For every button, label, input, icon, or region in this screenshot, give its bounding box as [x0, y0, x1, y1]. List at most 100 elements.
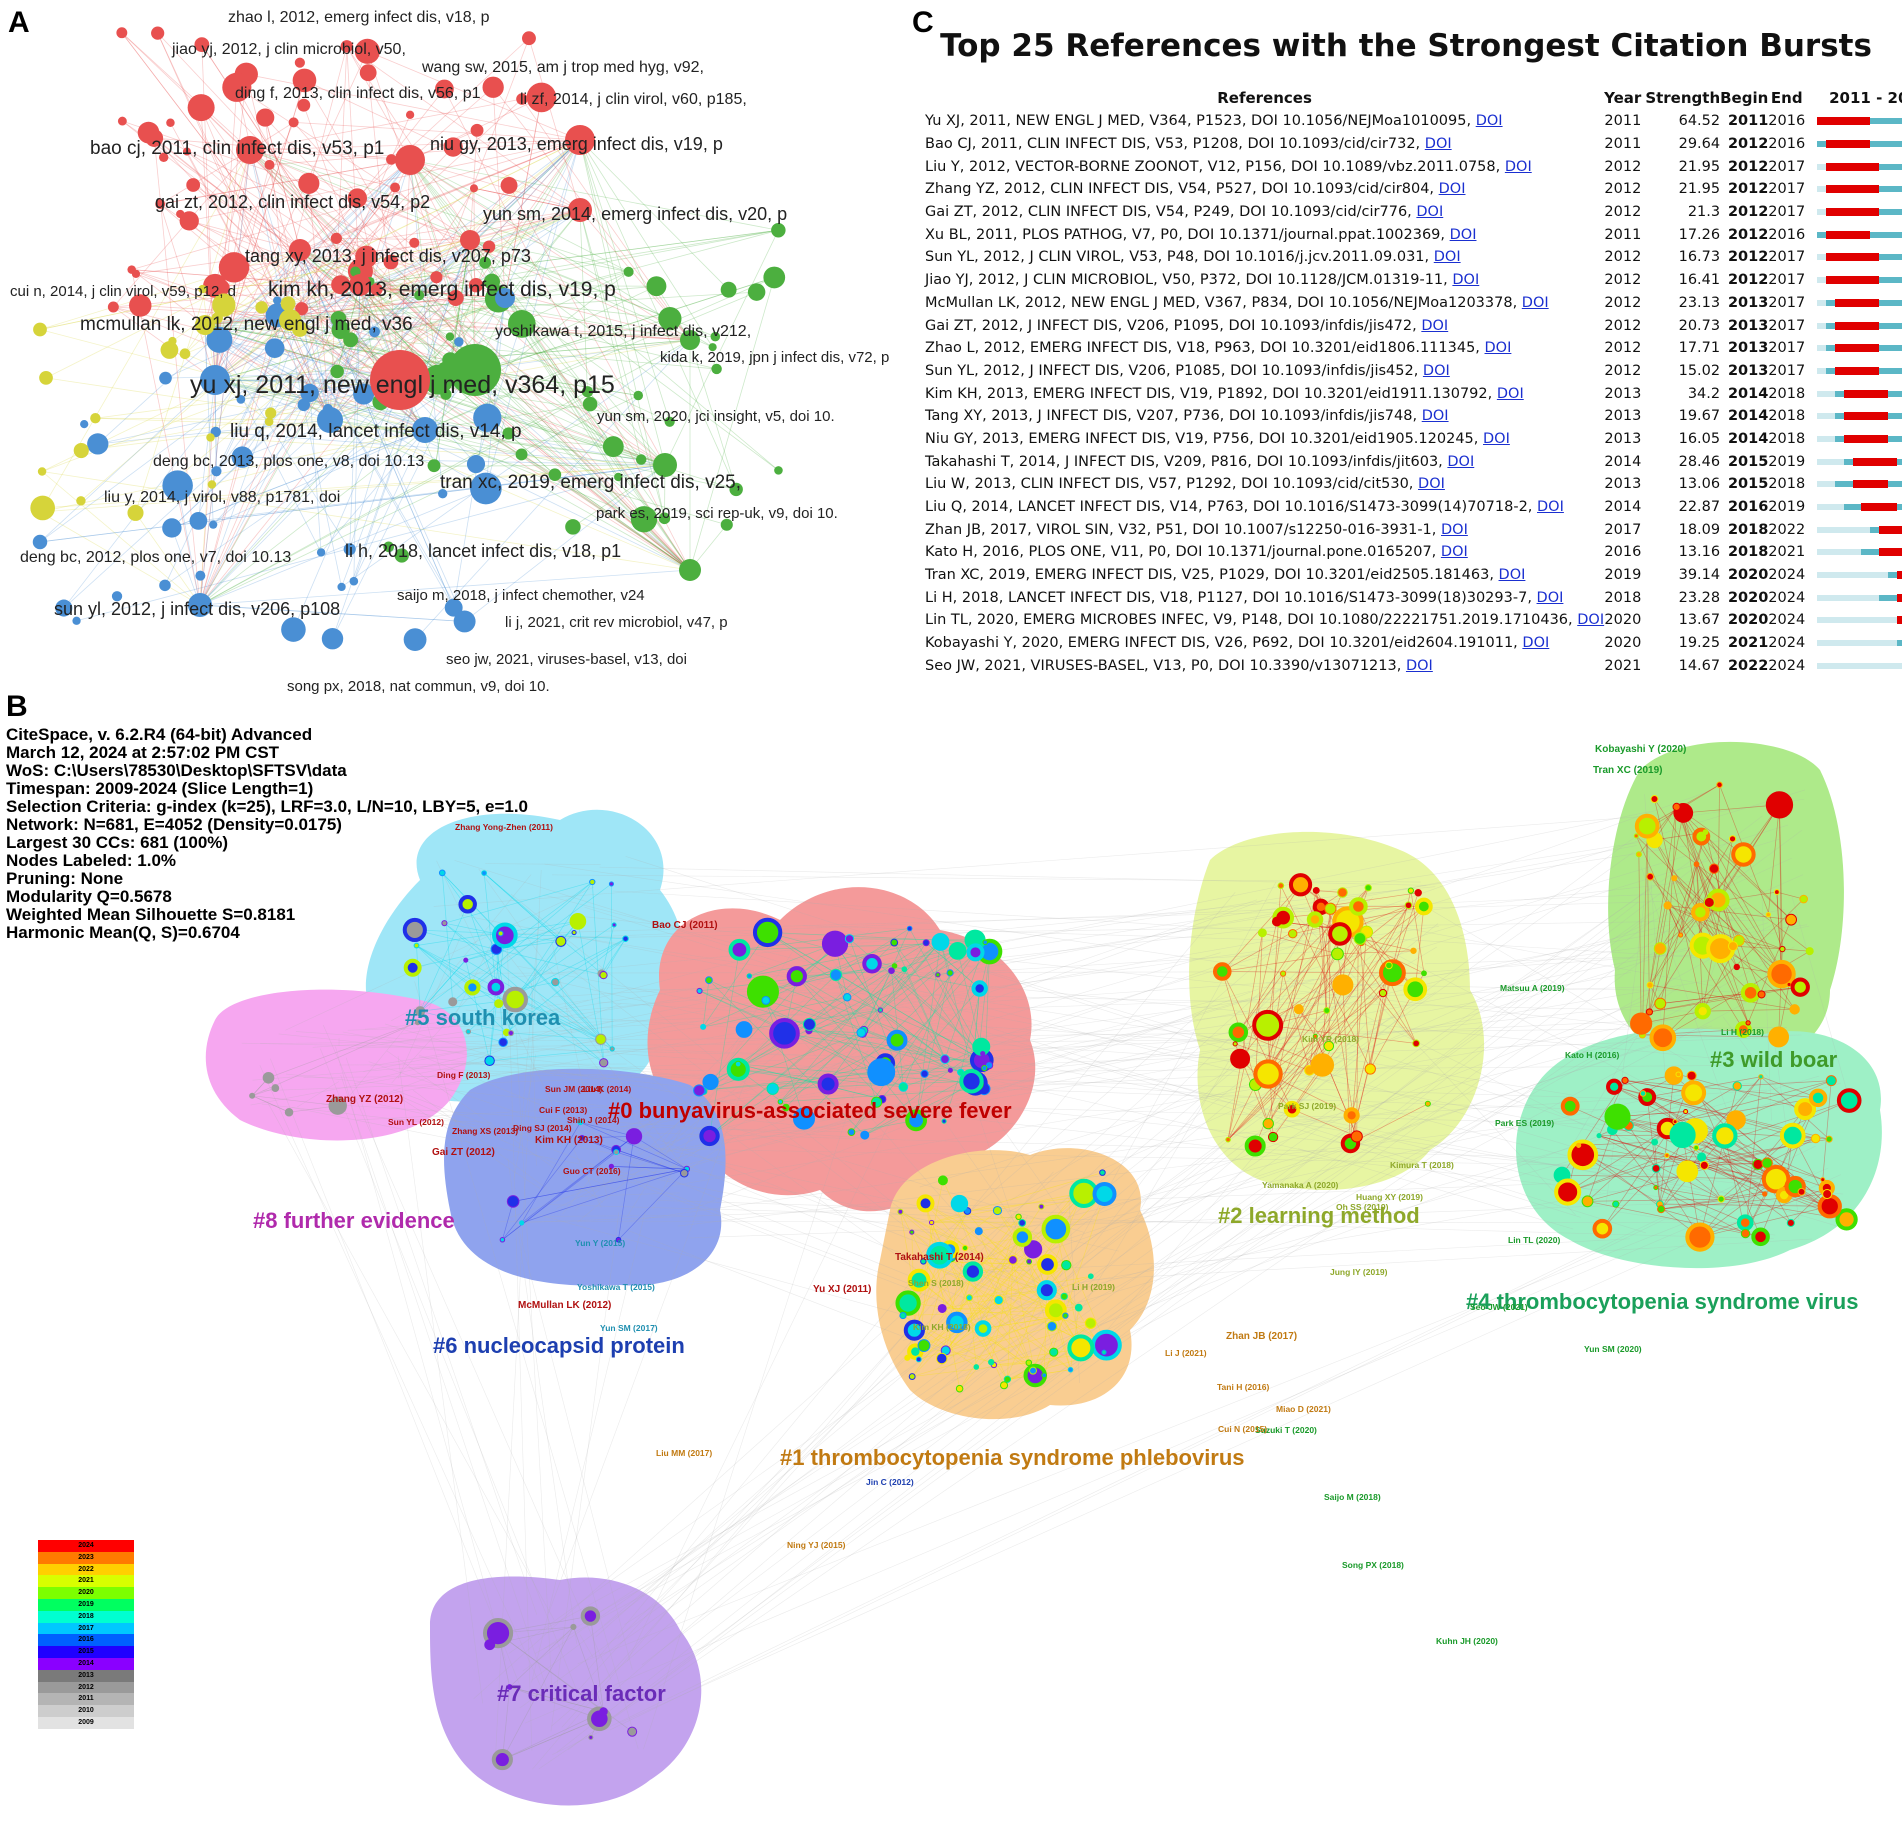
burst-pre-publication	[1817, 640, 1897, 647]
doi-link[interactable]: DOI	[1421, 408, 1449, 425]
network-a-node	[264, 417, 274, 427]
burst-end: 2017	[1768, 181, 1806, 198]
network-a-node	[337, 582, 346, 592]
doi-link[interactable]: DOI	[1424, 136, 1452, 153]
doi-link[interactable]: DOI	[1440, 544, 1468, 561]
burst-strength: 17.71	[1678, 340, 1721, 357]
network-b-node	[1653, 1185, 1659, 1191]
doi-link[interactable]: DOI	[1537, 499, 1564, 516]
burst-strength: 29.64	[1678, 136, 1721, 153]
doi-link[interactable]: DOI	[1422, 362, 1450, 379]
network-a-node	[211, 466, 222, 477]
network-b-edge	[1227, 906, 1425, 1140]
network-a-edge	[171, 239, 471, 529]
network-a-edge	[135, 149, 251, 514]
network-b-edge	[259, 1065, 546, 1697]
burst-end: 2017	[1768, 158, 1806, 175]
burst-reference-text: Bao CJ, 2011, CLIN INFECT DIS, V53, P120…	[925, 136, 1425, 153]
burst-timeline	[1817, 434, 1902, 443]
doi-link[interactable]: DOI	[1416, 204, 1444, 221]
panel-a-cocitation-network: zhao l, 2012, emerg infect dis, v18, p j…	[0, 0, 910, 700]
network-a-edge	[219, 159, 411, 341]
network-b-node	[1310, 1053, 1335, 1077]
network-a-label: yun sm, 2020, jci insight, v5, doi 10.	[597, 408, 835, 425]
network-b-edge	[297, 1081, 340, 1108]
burst-row: Sun YL, 2012, J INFECT DIS, V206, P1085,…	[925, 360, 1902, 383]
network-b-edge	[1638, 854, 1642, 1024]
network-b-edge	[563, 963, 974, 1280]
network-b-edge	[338, 1063, 627, 1066]
network-a-node	[162, 470, 193, 501]
network-b-node	[1581, 1195, 1594, 1208]
network-a-edge	[572, 464, 666, 528]
network-a-node	[658, 512, 671, 525]
network-b-edge	[656, 929, 871, 1155]
network-a-node	[720, 518, 733, 531]
burst-bar-cell	[1805, 292, 1902, 315]
burst-reference: Liu Q, 2014, LANCET INFECT DIS, V14, P76…	[925, 496, 1604, 519]
network-b-edge	[1682, 1134, 1701, 1238]
network-a-edge	[81, 419, 331, 451]
network-a-node	[427, 459, 441, 473]
network-b-node	[1253, 1059, 1283, 1089]
doi-link[interactable]: DOI	[1418, 476, 1445, 493]
network-a-edge	[473, 187, 581, 211]
doi-link[interactable]: DOI	[1498, 567, 1526, 584]
burst-reference: Kim KH, 2013, EMERG INFECT DIS, V19, P18…	[925, 382, 1604, 405]
doi-link[interactable]: DOI	[1421, 317, 1449, 334]
network-b-edge	[1359, 938, 1371, 1070]
network-a-edge	[199, 488, 487, 606]
doi-link[interactable]: DOI	[1483, 430, 1510, 447]
network-b-edge	[1701, 836, 1792, 920]
network-a-edge	[113, 306, 426, 431]
network-a-edge	[587, 391, 666, 466]
doi-link[interactable]: DOI	[1438, 181, 1466, 198]
network-b-node	[821, 930, 849, 957]
network-a-edge	[409, 159, 439, 380]
network-b-node	[502, 986, 528, 1013]
doi-link[interactable]: DOI	[1577, 612, 1605, 629]
doi-link[interactable]: DOI	[1496, 385, 1524, 402]
network-a-node	[298, 172, 320, 194]
network-a-edge	[186, 151, 331, 421]
network-b-node	[611, 922, 617, 928]
network-b-node	[1343, 1107, 1360, 1124]
doi-link[interactable]: DOI	[1475, 113, 1503, 130]
burst-reference-text: Tran XC, 2019, EMERG INFECT DIS, V25, P1…	[925, 567, 1499, 584]
network-b-edge	[295, 1031, 1312, 1102]
network-a-label: bao cj, 2011, clin infect dis, v53, p1	[90, 138, 384, 159]
network-a-node	[623, 266, 634, 277]
network-b-node	[699, 1125, 720, 1147]
network-b-edge	[827, 942, 927, 1085]
burst-year: 2013	[1604, 408, 1642, 425]
doi-link[interactable]: DOI	[1433, 249, 1461, 266]
network-b-edge	[454, 860, 1647, 1234]
network-b-edge	[929, 953, 1844, 1229]
network-b-node	[897, 1208, 904, 1215]
network-b-node	[890, 938, 899, 947]
doi-link[interactable]: DOI	[1504, 158, 1532, 175]
network-b-node	[946, 969, 954, 977]
doi-link[interactable]: DOI	[1449, 226, 1477, 243]
network-a-edge	[186, 151, 301, 251]
network-b-node	[726, 1057, 750, 1081]
network-b-edge	[1298, 1008, 1316, 1037]
doi-link[interactable]: DOI	[1405, 657, 1433, 674]
doi-link[interactable]: DOI	[1447, 453, 1475, 470]
doi-link[interactable]: DOI	[1484, 340, 1512, 357]
network-b-node	[959, 1069, 984, 1094]
doi-link[interactable]: DOI	[1536, 589, 1564, 606]
network-a-label: li h, 2018, lancet infect dis, v18, p1	[345, 541, 621, 561]
doi-link[interactable]: DOI	[1521, 294, 1549, 311]
network-b-node	[1038, 1203, 1045, 1210]
network-b-edge	[880, 941, 941, 1011]
doi-link[interactable]: DOI	[1522, 635, 1550, 652]
network-b-node	[1671, 875, 1678, 882]
burst-bar-cell	[1805, 473, 1902, 496]
doi-link[interactable]: DOI	[1452, 272, 1480, 289]
doi-link[interactable]: DOI	[1441, 521, 1468, 538]
network-b-edge	[944, 942, 986, 1060]
burst-timeline	[1817, 208, 1902, 217]
network-b-edge	[267, 1102, 555, 1620]
network-b-edge	[577, 1171, 1815, 1665]
